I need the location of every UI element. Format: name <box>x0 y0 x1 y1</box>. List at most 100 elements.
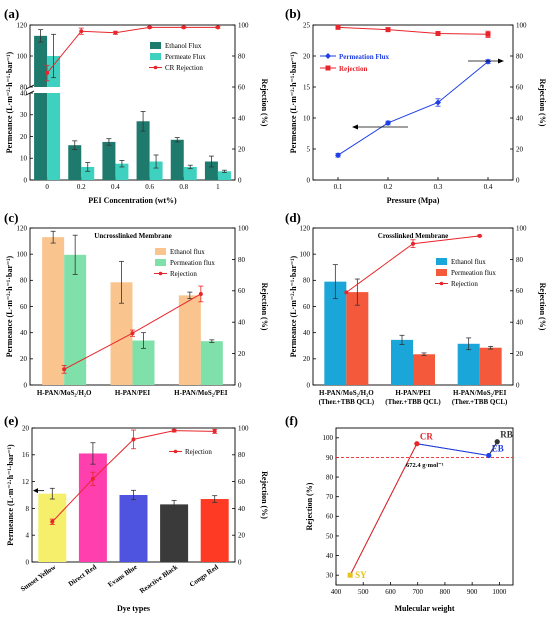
rejection-point <box>181 25 186 30</box>
chart-b: 0 5 10 15 20 25 0 20 40 60 80 100 0.1 0.2 0.3 0.4 Permea… <box>289 21 547 205</box>
left-axis-arrow-head <box>33 488 38 494</box>
y-lower-tick-label: 40 <box>20 89 28 97</box>
x-axis-label: Dye types <box>117 604 150 613</box>
y-lower-tick-label: 20 <box>20 133 28 141</box>
y-tick-label: 90 <box>326 454 334 462</box>
legend-rejection-label: Rejection <box>451 280 478 288</box>
y-tick-label: 0 <box>307 381 311 389</box>
panel-label-d: (d) <box>285 210 301 225</box>
y2-tick-label: 40 <box>516 319 524 327</box>
chart-title: Uncrosslinked Membrane <box>94 232 171 240</box>
rejection-line <box>46 26 218 74</box>
point-label: EB <box>492 443 504 453</box>
y2-tick-label: 60 <box>238 287 246 295</box>
x-axis-label: Mulecular weight <box>394 604 454 613</box>
panel-label-c: (c) <box>4 210 18 225</box>
y-tick-label: 10 <box>303 114 311 122</box>
y-tick-label: 60 <box>326 513 334 521</box>
rejection-point <box>344 290 349 295</box>
x-tick-label: 0 <box>45 183 49 191</box>
segment-sy-cr <box>349 443 418 576</box>
y2-tick-label: 0 <box>238 176 242 184</box>
bar <box>149 161 163 180</box>
x-tick-label: 400 <box>331 588 342 596</box>
permeation-flux-line <box>337 61 489 156</box>
y2-tick-label: 60 <box>516 287 524 295</box>
y2-tick-label: 80 <box>238 451 246 459</box>
data-point <box>347 572 353 578</box>
y2-tick-label: 100 <box>238 424 249 432</box>
x-axis-label: Pressure (Mpa) <box>387 196 440 205</box>
chart-c: 0 20 40 60 80 100 120 0 20 40 60 80 100 Uncrosslinked… <box>5 224 269 397</box>
x-tick-label: H-PAN/PEI <box>395 389 431 397</box>
rejection-point <box>62 367 67 372</box>
rejection-point <box>212 429 217 434</box>
data-point <box>486 452 492 459</box>
bar <box>200 341 223 385</box>
rejection-line <box>337 26 489 35</box>
legend-ethanol-flux-swatch <box>150 42 161 49</box>
bar <box>413 354 435 385</box>
bar <box>178 295 201 385</box>
legend-ethanol-flux-label: Ethanol flux <box>451 258 486 266</box>
legend-permeation-flux-marker <box>325 53 331 59</box>
x-tick-label: Congo Red <box>188 563 220 589</box>
y-upper-tick-label: 100 <box>17 52 28 60</box>
bar <box>68 145 82 180</box>
y2-tick-label: 40 <box>238 319 246 327</box>
y2-tick-label: 20 <box>238 145 246 153</box>
y-axis-label: Permeance (L·m⁻²·h⁻¹·bar⁻¹) <box>6 444 15 546</box>
rejection-point <box>130 331 135 336</box>
y2-tick-label: 80 <box>238 256 246 264</box>
segment-cr-eb <box>416 443 489 456</box>
y-tick-label: 0 <box>26 558 30 566</box>
legend-permeate-flux-label: Permeate Flux <box>165 53 206 61</box>
x-tick-label-line2: (Ther.+TBB QCL) <box>452 398 508 406</box>
y2-tick-label: 100 <box>238 224 249 232</box>
x-tick-label: 0.4 <box>484 183 493 191</box>
x-tick-label: 0.2 <box>77 183 86 191</box>
plot-frame <box>312 24 514 181</box>
rejection-point <box>90 476 95 481</box>
data-point <box>494 439 500 445</box>
y2-tick-label: 0 <box>516 381 520 389</box>
threshold-annotation: 672.4 g·mol⁻¹ <box>406 462 444 469</box>
y2-axis-label: Rejection (%) <box>538 283 547 331</box>
bar <box>204 161 218 180</box>
x-tick-label: 500 <box>358 588 369 596</box>
y-tick-label: 120 <box>300 224 311 232</box>
panel-label-e: (e) <box>4 413 18 428</box>
legend-rejection-label: Rejection <box>339 65 367 73</box>
y-tick-label: 80 <box>326 473 334 481</box>
legend-ethanol-flux-swatch <box>155 248 166 255</box>
y2-tick-label: 100 <box>516 224 527 232</box>
x-tick-label: 1 <box>216 183 220 191</box>
x-tick-label: 0.4 <box>111 183 120 191</box>
bar <box>324 281 347 385</box>
x-tick-label: 900 <box>467 588 478 596</box>
y-tick-label: 80 <box>303 277 311 285</box>
panel-label-b: (b) <box>285 6 301 21</box>
x-tick-label: 800 <box>440 588 451 596</box>
y-tick-label: 0 <box>307 176 311 184</box>
y-tick-label: 25 <box>303 21 311 29</box>
rejection-point <box>79 29 84 34</box>
x-tick-label: H-PAN/MoS₂/PEI <box>453 389 507 397</box>
y2-tick-label: 40 <box>238 505 246 513</box>
chart-title: Crosslinked Membrane <box>378 232 448 240</box>
x-tick-label: 0.8 <box>179 183 188 191</box>
y-tick-label: 80 <box>20 277 28 285</box>
legend-permeation-flux-label: Permeation flux <box>170 259 215 267</box>
legend-permeation-flux-swatch <box>155 259 166 266</box>
y-tick-label: 20 <box>303 355 311 363</box>
bar <box>64 254 87 385</box>
legend-cr-rejection-label: CR Rejection <box>165 64 203 72</box>
x-tick-label: H-PAN/MoS₂/H₂O <box>37 389 92 397</box>
legend-rejection-label: Rejection <box>170 270 197 278</box>
bar-lower-segment <box>47 93 61 180</box>
y-tick-label: 70 <box>326 493 334 501</box>
y-axis-label: Permeance (L·m⁻²·h⁻¹·bar⁻¹) <box>5 51 14 153</box>
legend-rejection-swatch-marker <box>158 271 163 276</box>
rejection-point <box>385 27 391 33</box>
